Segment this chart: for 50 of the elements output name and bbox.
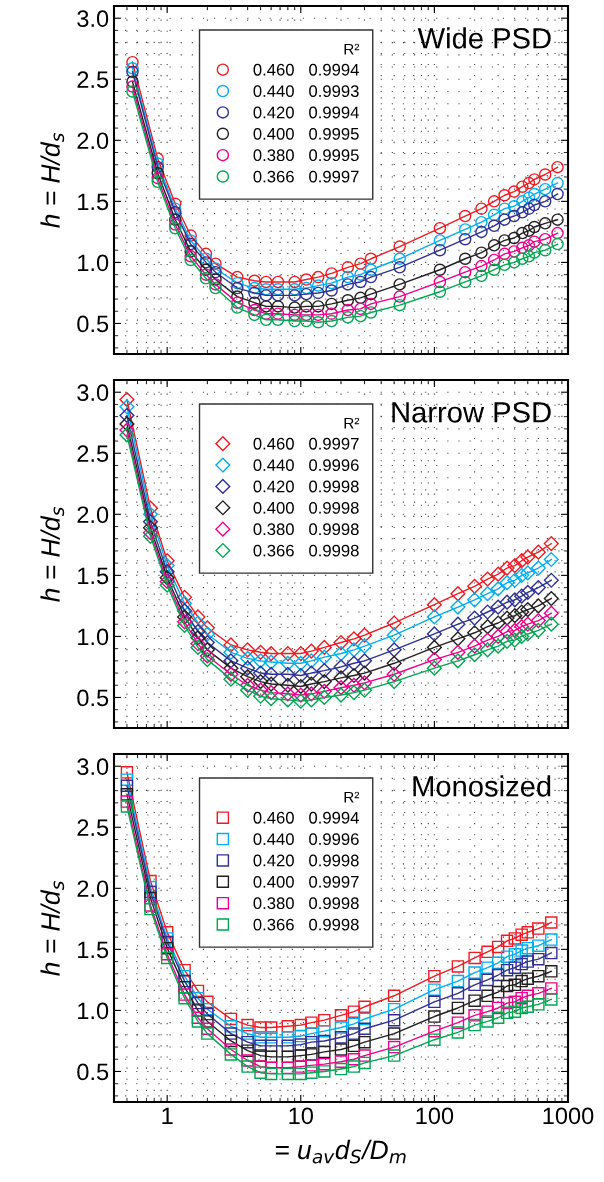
legend-label: 0.440 0.9993	[253, 85, 359, 98]
legend-label: 0.380 0.9995	[253, 149, 359, 162]
y-tick-label: 2.0	[77, 880, 109, 898]
legend-label: 0.420 0.9998	[253, 480, 359, 493]
y-tick-label: 0.5	[77, 315, 109, 333]
x-tick-label: 100	[416, 1107, 454, 1125]
legend-title: R²	[344, 43, 360, 55]
legend-label: 0.420 0.9994	[253, 106, 359, 119]
legend-label: 0.380 0.9998	[253, 523, 359, 536]
y-tick-label: 2.5	[77, 445, 109, 463]
y-tick-label: 3.0	[77, 10, 109, 27]
legend-label: 0.400 0.9995	[253, 127, 359, 140]
y-tick-label: 1.0	[78, 1002, 109, 1020]
y-tick-label: 2.0	[77, 506, 109, 524]
legend-title: R²	[344, 791, 360, 803]
y-tick-label: 1.5	[78, 941, 109, 959]
legend-label: 0.366 0.9998	[253, 918, 359, 931]
legend-label: 0.380 0.9998	[253, 897, 359, 910]
text: Monosized	[413, 775, 551, 797]
legend-label: 0.420 0.9998	[253, 854, 359, 867]
y-tick-label: 0.5	[77, 1063, 109, 1081]
legend-label: 0.366 0.9997	[253, 170, 359, 183]
legend-title: R²	[344, 417, 360, 429]
y-axis-title: h = H/d$_{s}$	[40, 880, 65, 976]
text: Narrow PSD	[392, 401, 551, 423]
y-tick-label: 1.5	[78, 567, 109, 585]
legend-label: 0.400 0.9997	[253, 875, 359, 888]
y-axis-title: h = H/d$_{s}$	[40, 132, 65, 228]
legend-label: 0.366 0.9998	[253, 544, 359, 557]
y-tick-label: 2.5	[77, 819, 109, 837]
text: Wide PSD	[417, 27, 551, 49]
y-tick-label: 1.0	[78, 628, 109, 646]
legend-label: 0.440 0.9996	[253, 459, 359, 472]
y-tick-label: 0.5	[77, 689, 109, 707]
legend-label: 0.400 0.9998	[253, 501, 359, 514]
y-tick-label: 3.0	[77, 384, 109, 401]
legend-label: 0.460 0.9994	[253, 63, 359, 76]
y-tick-label: 3.0	[77, 758, 109, 775]
x-tick-label: 1	[162, 1107, 173, 1124]
y-tick-label: 2.0	[77, 132, 109, 150]
y-tick-label: 1.5	[78, 193, 109, 211]
x-tick-label: 1000	[543, 1107, 594, 1125]
y-tick-label: 2.5	[77, 71, 109, 89]
legend-label: 0.440 0.9996	[253, 833, 359, 846]
legend-label: 0.460 0.9994	[253, 811, 359, 824]
y-tick-label: 1.0	[78, 254, 109, 272]
y-axis-title: h = H/d$_{s}$	[40, 506, 65, 602]
legend-label: 0.460 0.9997	[253, 437, 359, 450]
x-tick-label: 10	[289, 1107, 313, 1125]
x-axis-title: = u$_{av}$d$_{S}$/D$_{m}$	[275, 1139, 406, 1164]
